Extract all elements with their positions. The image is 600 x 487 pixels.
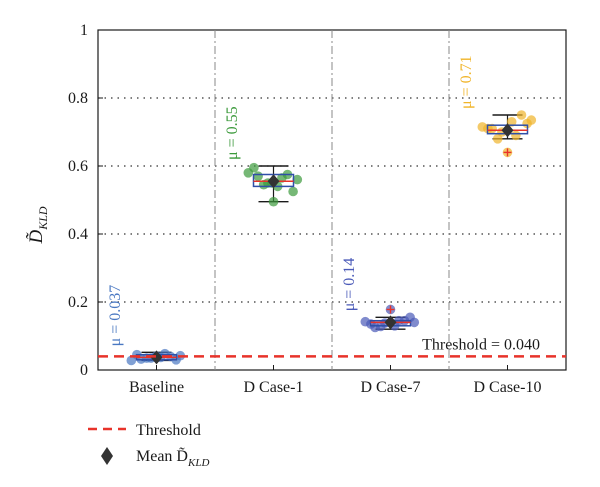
y-tick-label: 0 — [80, 362, 88, 379]
data-point — [492, 134, 503, 144]
data-point — [511, 130, 521, 141]
y-axis-label: D̃KLD — [26, 206, 50, 244]
legend-threshold-label: Threshold — [136, 422, 201, 439]
box-group: μ = 0.55 — [224, 106, 303, 207]
box-group: μ = 0.71 — [458, 55, 537, 158]
threshold-label: Threshold = 0.040 — [422, 336, 540, 353]
data-point — [277, 173, 287, 183]
y-axis-ticks: 0 0.2 0.4 0.6 0.8 1 — [68, 22, 103, 379]
box-group: μ = 0.037 — [107, 285, 186, 366]
mean-marker — [150, 350, 163, 365]
y-axis-label-sub: KLD — [36, 206, 50, 231]
mu-label: μ = 0.71 — [458, 55, 475, 109]
mean-marker — [501, 123, 514, 138]
data-point — [268, 196, 279, 207]
box-groups: μ = 0.037 μ = 0.55 μ = 0.14 μ = 0.71 — [107, 55, 537, 366]
x-tick-label: D Case-7 — [361, 379, 421, 396]
y-axis-label-main: D̃ — [26, 230, 47, 245]
data-point — [288, 186, 298, 197]
mu-label: μ = 0.14 — [341, 258, 358, 312]
data-point — [506, 117, 517, 127]
legend-mean-label: Mean D̃KLD — [136, 447, 209, 469]
box-group: μ = 0.14 — [341, 258, 420, 333]
x-axis-ticks: Baseline D Case-1 D Case-7 D Case-10 — [129, 365, 542, 396]
data-point — [516, 110, 527, 120]
x-tick-label: D Case-1 — [244, 379, 304, 396]
data-point — [249, 162, 259, 173]
y-tick-label: 0.6 — [68, 158, 88, 175]
grid-layer — [98, 30, 566, 370]
y-tick-label: 1 — [80, 22, 88, 39]
mu-label: μ = 0.037 — [107, 285, 124, 347]
y-tick-label: 0.8 — [68, 90, 88, 107]
x-tick-label: Baseline — [129, 379, 184, 396]
data-point — [405, 312, 415, 323]
x-tick-label: D Case-10 — [474, 379, 542, 396]
data-point — [292, 174, 303, 185]
threshold-layer: Threshold = 0.040 — [98, 336, 566, 358]
data-point — [253, 171, 263, 181]
mu-label: μ = 0.55 — [224, 106, 241, 160]
legend-mean-label-main: Mean D̃ — [136, 447, 188, 465]
mean-marker — [267, 174, 280, 189]
y-tick-label: 0.4 — [68, 226, 88, 243]
mean-marker — [384, 315, 397, 330]
legend-mean-label-sub: KLD — [187, 457, 209, 469]
legend-mean-diamond — [101, 447, 113, 465]
legend: Threshold Mean D̃KLD — [88, 422, 209, 469]
y-tick-label: 0.2 — [68, 294, 88, 311]
